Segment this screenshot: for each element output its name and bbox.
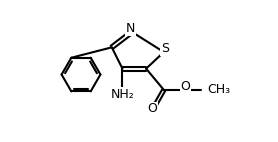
Text: NH₂: NH₂ <box>111 88 134 101</box>
Text: O: O <box>180 80 190 93</box>
Text: CH₃: CH₃ <box>207 83 230 96</box>
Text: S: S <box>161 42 169 55</box>
Text: O: O <box>147 102 157 115</box>
Text: N: N <box>126 22 135 35</box>
